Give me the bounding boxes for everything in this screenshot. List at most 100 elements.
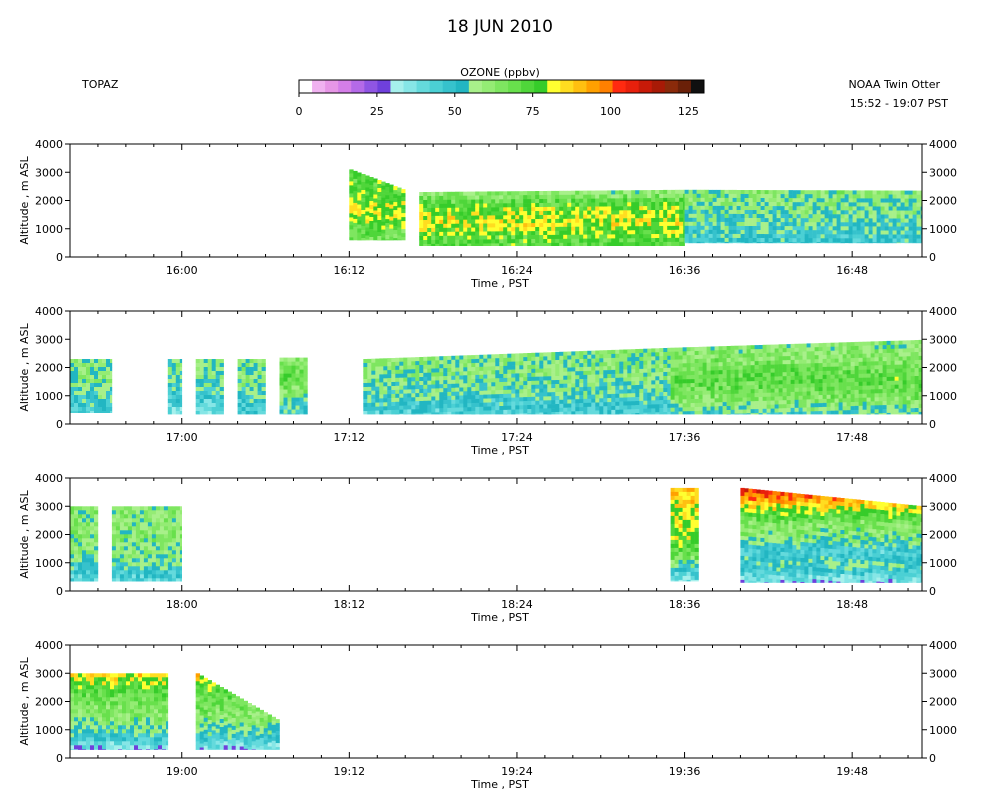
ozone-cell xyxy=(647,368,652,373)
ozone-cell xyxy=(830,374,835,379)
ozone-cell xyxy=(423,384,428,390)
ozone-cell xyxy=(762,384,767,390)
ozone-cell xyxy=(353,186,358,192)
ozone-cell xyxy=(167,367,173,372)
ozone-cell xyxy=(211,371,216,376)
ozone-cell xyxy=(814,411,819,415)
ozone-cell xyxy=(363,363,368,368)
ozone-cell xyxy=(579,375,584,380)
ozone-cell xyxy=(241,371,246,376)
ozone-cell xyxy=(904,226,909,231)
ozone-cell xyxy=(686,383,691,388)
ozone-cell xyxy=(365,215,370,220)
ozone-cell xyxy=(828,222,833,227)
ozone-cell xyxy=(806,403,811,408)
ozone-cell xyxy=(746,409,751,414)
ozone-cell xyxy=(381,209,386,214)
ozone-cell xyxy=(706,378,711,383)
ozone-cell xyxy=(910,372,915,377)
ozone-cell xyxy=(694,391,699,396)
ozone-cell xyxy=(483,219,488,224)
ozone-cell xyxy=(852,230,857,235)
ozone-cell xyxy=(754,401,759,406)
ozone-cell xyxy=(539,207,544,212)
ozone-cell xyxy=(455,375,460,380)
ozone-cell xyxy=(171,399,177,404)
ozone-cell xyxy=(98,407,103,412)
ozone-cell xyxy=(694,379,699,384)
ozone-cell xyxy=(694,363,699,368)
ozone-cell xyxy=(447,199,452,205)
ozone-cell xyxy=(798,391,803,396)
ozone-cell xyxy=(503,401,508,407)
ozone-cell xyxy=(708,197,713,203)
ozone-cell xyxy=(828,194,833,199)
ozone-cell xyxy=(683,217,685,223)
ozone-cell xyxy=(716,221,721,227)
ozone-cell xyxy=(808,238,813,243)
ozone-cell xyxy=(467,399,472,404)
ozone-cell xyxy=(483,203,488,208)
ozone-cell xyxy=(643,234,648,239)
ozone-cell xyxy=(772,198,777,203)
ozone-cell xyxy=(788,238,793,243)
ozone-cell xyxy=(555,352,560,357)
ozone-cell xyxy=(435,384,440,389)
ozone-cell xyxy=(748,190,753,195)
ozone-cell xyxy=(663,217,668,223)
ozone-cell xyxy=(696,189,701,195)
ozone-cell xyxy=(455,195,460,200)
ozone-cell xyxy=(635,357,640,362)
ozone-cell xyxy=(487,207,492,212)
ozone-cell xyxy=(726,366,731,371)
ozone-cell xyxy=(790,383,795,389)
ozone-cell xyxy=(714,358,719,363)
ozone-cell xyxy=(914,356,919,361)
ozone-cell xyxy=(746,393,751,398)
ozone-cell xyxy=(463,367,468,372)
ozone-cell xyxy=(724,241,729,244)
ozone-cell xyxy=(303,365,308,370)
ozone-cell xyxy=(479,219,484,224)
ozone-cell xyxy=(655,230,660,235)
ozone-cell xyxy=(758,385,763,390)
ozone-cell xyxy=(471,231,476,236)
ozone-cell xyxy=(898,352,903,357)
ozone-cell xyxy=(728,197,733,203)
ozone-cell xyxy=(511,223,516,228)
ozone-cell xyxy=(291,397,296,402)
ozone-cell xyxy=(742,345,747,350)
ozone-cell xyxy=(369,217,374,222)
ozone-cell xyxy=(383,366,388,371)
ozone-cell xyxy=(647,194,652,199)
ozone-cell xyxy=(766,380,771,385)
ozone-cell xyxy=(748,234,753,239)
ozone-cell xyxy=(547,214,552,220)
ozone-cell xyxy=(623,222,628,227)
ozone-cell xyxy=(427,236,432,241)
ozone-cell xyxy=(603,210,608,215)
ozone-cell xyxy=(395,357,400,363)
ozone-cell xyxy=(675,221,680,227)
ozone-cell xyxy=(483,354,488,359)
ozone-cell xyxy=(385,239,390,241)
ozone-cell xyxy=(519,409,524,414)
ozone-cell xyxy=(443,400,448,405)
ozone-cell xyxy=(746,369,751,374)
ozone-cell xyxy=(758,353,763,358)
ozone-cell xyxy=(102,363,107,368)
ozone-cell xyxy=(303,409,308,414)
ozone-cell xyxy=(591,214,596,219)
ozone-cell xyxy=(74,379,79,384)
ozone-cell xyxy=(670,371,675,376)
colorbar-swatch xyxy=(364,80,378,93)
ozone-cell xyxy=(539,239,544,244)
ozone-cell xyxy=(714,402,719,407)
ozone-cell xyxy=(710,346,715,351)
ozone-cell xyxy=(371,378,376,383)
ozone-cell xyxy=(639,198,644,203)
ozone-cell xyxy=(800,202,805,207)
ozone-cell xyxy=(830,398,835,403)
ozone-cell xyxy=(631,401,636,406)
ozone-cell xyxy=(655,360,660,365)
